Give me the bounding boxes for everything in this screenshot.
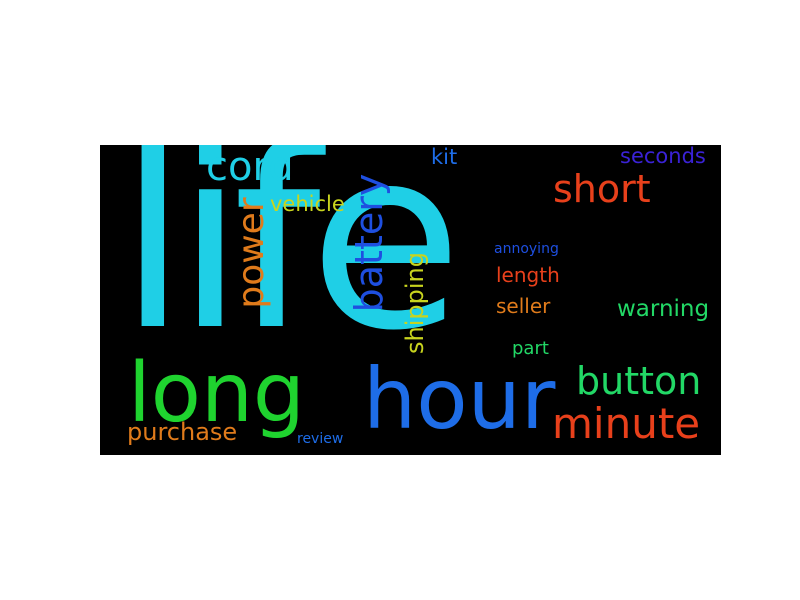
word-warning: warning <box>617 296 710 322</box>
word-part: part <box>512 338 549 359</box>
word-life: life <box>118 145 463 385</box>
word-purchase: purchase <box>127 418 238 446</box>
word-shipping: shipping <box>401 252 429 354</box>
word-long: long <box>128 346 305 441</box>
word-short: short <box>553 167 651 211</box>
word-vehicle: vehicle <box>270 192 345 216</box>
word-battery: battery <box>347 173 391 313</box>
word-review: review <box>297 431 344 447</box>
word-annoying: annoying <box>494 241 559 257</box>
word-length: length <box>496 263 560 287</box>
word-cloud: life hour long minute button short cord … <box>100 145 721 455</box>
word-button: button <box>576 359 702 403</box>
word-seller: seller <box>496 294 551 318</box>
word-seconds: seconds <box>620 145 706 168</box>
word-cord: cord <box>206 145 294 190</box>
word-minute: minute <box>552 399 701 448</box>
word-hour: hour <box>363 350 556 448</box>
word-power: power <box>231 197 272 309</box>
word-kit: kit <box>431 145 458 169</box>
